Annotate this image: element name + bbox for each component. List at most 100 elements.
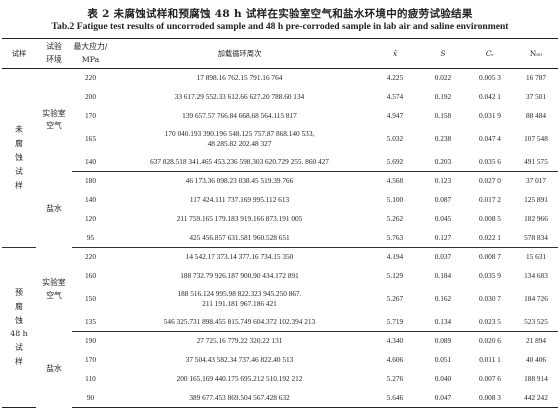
std-value: 0.192 (434, 92, 452, 102)
std-value: 0.162 (434, 294, 452, 304)
cycles-line: 46 173.36 098.23 038.45 519.39 766 (185, 176, 294, 186)
stress-value: 160 (85, 271, 96, 281)
cycles-line: 14 542.17 373.14 377.16 734.15 350 (185, 252, 294, 262)
n50-value: 16 787 (525, 73, 547, 83)
table-row: 165 170 040.193 390.196 548.125 757.87 86… (2, 126, 558, 153)
cycles-line: 117 424.111 737.169 995.112 613 (189, 195, 290, 205)
n50-value: 134 683 (524, 271, 548, 281)
cycles-line: 139 657.57 766.84 668.68 564.115 817 (182, 111, 297, 121)
std-value: 0.022 (434, 73, 452, 83)
environment-label: 盐水 (36, 172, 72, 248)
header-cycles: 加载循环周次 (109, 38, 370, 69)
cv-value: 0.035 9 (479, 271, 501, 281)
header-n50: N₅₀ (514, 38, 558, 69)
cv-value: 0.011 1 (479, 355, 501, 365)
environment-line2: 空气 (46, 121, 62, 131)
table-row: 140 637 828.518 341.465 453.236 598.303 6… (2, 152, 558, 172)
table-row: 170 139 657.57 766.84 668.68 564.115 817 4… (2, 107, 558, 126)
environment-line1: 盐水 (46, 364, 62, 374)
mean-value: 5.129 (386, 271, 404, 281)
mean-value: 5.763 (370, 228, 420, 248)
header-mean: x̄ (370, 38, 420, 69)
cycles-value: 33 617.29 552.33 612.66 627.20 788.60 13… (109, 88, 370, 107)
cycles-line: 17 898.16 762.15 791.16 764 (196, 73, 283, 83)
mean-value: 5.692 (370, 152, 420, 172)
stress-value: 135 (72, 312, 109, 332)
table-row: 200 33 617.29 552.33 612.66 627.20 788.60… (2, 88, 558, 107)
cycles-value: 389 677.453 869.504 567.428 632 (109, 388, 370, 408)
stress-value: 165 (85, 134, 96, 144)
environment-line1: 盐水 (46, 204, 62, 214)
cycles-line: 425 456.857 631.581 960.528 651 (189, 232, 290, 242)
stress-value: 220 (85, 73, 96, 83)
cv-value: 0.008 5 (479, 214, 501, 224)
std-value: 0.123 (434, 176, 452, 186)
specimen-line1: 预腐蚀 (15, 288, 23, 326)
n50-value: 125 891 (524, 195, 548, 205)
table-row: 预腐蚀 48 h 试样 实验室 空气 220 14 542.17 373.14 377.16… (2, 247, 558, 408)
header-row: 试样 试验 环境 最大应力/ MPa 加载循环周次 x̄ S Cᵥ N₅₀ (2, 38, 558, 69)
stress-value: 180 (85, 176, 96, 186)
cv-value: 0.031 9 (479, 111, 501, 121)
n50-value: 523 525 (514, 312, 558, 332)
cv-value: 0.017 2 (479, 195, 501, 205)
n50-value: 15 631 (525, 252, 547, 262)
cv-value: 0.020 6 (479, 336, 501, 346)
cycles-value: 637 828.518 341.465 453.236 598.303 620.… (109, 152, 370, 172)
header-stress-line1: 最大应力/ (73, 42, 108, 51)
stress-value: 150 (85, 294, 96, 304)
mean-value: 5.646 (370, 388, 420, 408)
std-value: 0.158 (434, 111, 452, 121)
cycles-value: 46 173.36 098.23 038.45 519.39 766 (109, 172, 370, 191)
cycles-line: 200 165.169 440.175 695.212 510.192 212 (176, 374, 303, 384)
cycles-line: 389 677.453 869.504 567.428 632 (189, 392, 290, 402)
cycles-value: 139 657.57 766.84 668.68 564.115 817 (109, 107, 370, 126)
mean-value: 4.947 (386, 111, 404, 121)
cycles-line: 48 285.82 202.48 327 (207, 139, 272, 148)
mean-value: 4.574 (386, 92, 404, 102)
cycles-line: 33 617.29 552.33 612.66 627.20 788.60 13… (174, 92, 305, 102)
table-row: 160 188 732.79 926.187 900.90 434.172 891… (2, 267, 558, 286)
stress-value: 120 (85, 214, 96, 224)
header-env-line2: 环境 (46, 54, 62, 64)
mean-value: 5.100 (386, 195, 404, 205)
header-env-line1: 试验 (46, 42, 62, 51)
n50-value: 21 894 (525, 336, 547, 346)
std-value: 0.040 (434, 374, 452, 384)
table-title-en: Tab.2 Fatigue test results of uncorroded… (51, 21, 509, 32)
cycles-value: 425 456.857 631.581 960.528 651 (109, 228, 370, 248)
table-row: 盐水 180 46 173.36 098.23 038.45 519.39 766 4… (2, 172, 558, 213)
stress-value: 140 (72, 152, 109, 172)
n50-value: 578 834 (514, 228, 558, 248)
cv-value: 0.035 6 (466, 152, 514, 172)
header-environment: 试验 环境 (36, 38, 72, 69)
table-body: 未腐蚀试样 实验室 空气 220 17 898.16 762.15 791.16 764… (2, 68, 558, 408)
environment-line1: 实验室 (42, 108, 66, 118)
mean-value: 5.276 (386, 374, 404, 384)
n50-value: 37 017 (525, 176, 547, 186)
specimen-line2: 48 h (10, 329, 28, 339)
stress-value: 170 (85, 111, 96, 121)
cv-value: 0.008 7 (479, 252, 501, 262)
header-stress: 最大应力/ MPa (72, 38, 109, 69)
cv-value: 0.027 0 (479, 176, 501, 186)
mean-value: 4.606 (386, 355, 404, 365)
std-value: 0.087 (434, 195, 452, 205)
environment-label: 实验室 空气 (36, 69, 72, 172)
stress-value: 190 (85, 336, 96, 346)
n50-value: 88 484 (525, 111, 547, 121)
std-value: 0.184 (434, 271, 452, 281)
n50-value: 184 726 (524, 294, 548, 304)
cv-value: 0.030 7 (479, 294, 501, 304)
cycles-value: 27 725.16 779.22 320.22 131 (109, 332, 370, 351)
mean-value: 4.568 (386, 176, 404, 186)
cv-value: 0.047 4 (479, 134, 501, 144)
mean-value: 4.194 (386, 252, 404, 262)
stress-value: 170 (85, 355, 96, 365)
cycles-value: 117 424.111 737.169 995.112 613 (109, 191, 370, 210)
header-specimen: 试样 (2, 38, 36, 69)
cycles-value: 14 542.17 373.14 377.16 734.15 350 (109, 248, 370, 267)
mean-value: 4.340 (386, 336, 404, 346)
std-value: 0.051 (434, 355, 452, 365)
table-title-cn: 表 2 未腐蚀试样和预腐蚀 48 h 试样在实验室空气和盐水环境中的疲劳试验结果 (87, 8, 473, 20)
